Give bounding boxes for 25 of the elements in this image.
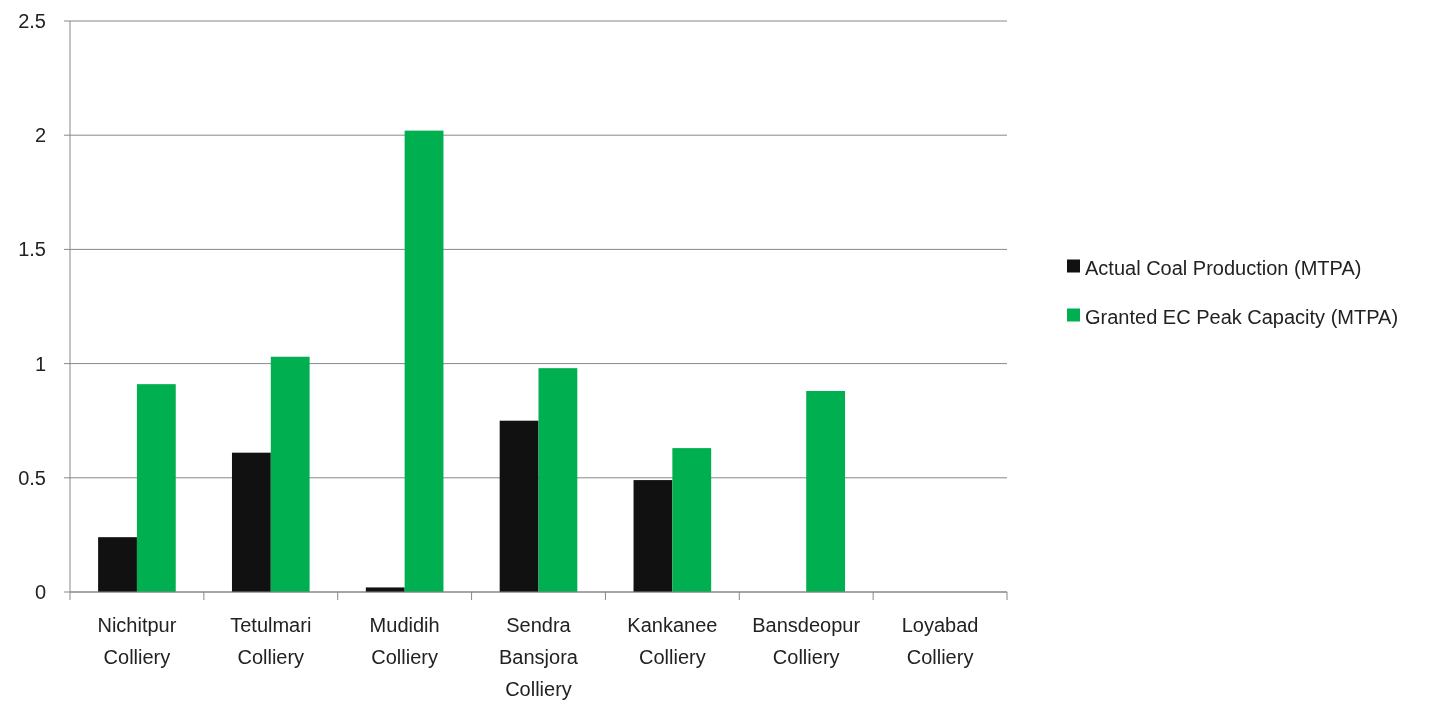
bar xyxy=(231,452,271,592)
y-tick-label: 2 xyxy=(34,124,46,147)
x-tick-label: Nichitpur Colliery xyxy=(97,614,177,668)
x-tick-label: Mudidih Colliery xyxy=(369,614,440,668)
x-tick-label: Tetulmari Colliery xyxy=(230,614,312,668)
bar xyxy=(404,130,444,592)
bar xyxy=(633,480,673,592)
bar xyxy=(270,356,310,592)
y-tick-label: 2.5 xyxy=(18,10,46,32)
x-tick-label: Kankanee Colliery xyxy=(627,614,718,668)
legend-label: Actual Coal Production (MTPA) xyxy=(1085,256,1362,279)
y-tick-label: 1 xyxy=(34,352,46,375)
bar xyxy=(538,368,578,592)
x-tick-label: Sendra Bansjora Colliery xyxy=(499,614,579,700)
x-tick-label: Loyabad Colliery xyxy=(901,614,979,668)
bar xyxy=(136,384,176,592)
legend-label: Granted EC Peak Capacity (MTPA) xyxy=(1085,305,1399,328)
bar xyxy=(672,448,712,592)
bar xyxy=(499,420,539,592)
y-tick-label: 1.5 xyxy=(18,238,46,261)
bar xyxy=(806,391,846,592)
y-tick-label: 0 xyxy=(34,581,46,603)
y-tick-label: 0.5 xyxy=(18,466,46,489)
bar xyxy=(98,537,137,592)
x-tick-label: Bansdeopur Colliery xyxy=(752,614,861,668)
